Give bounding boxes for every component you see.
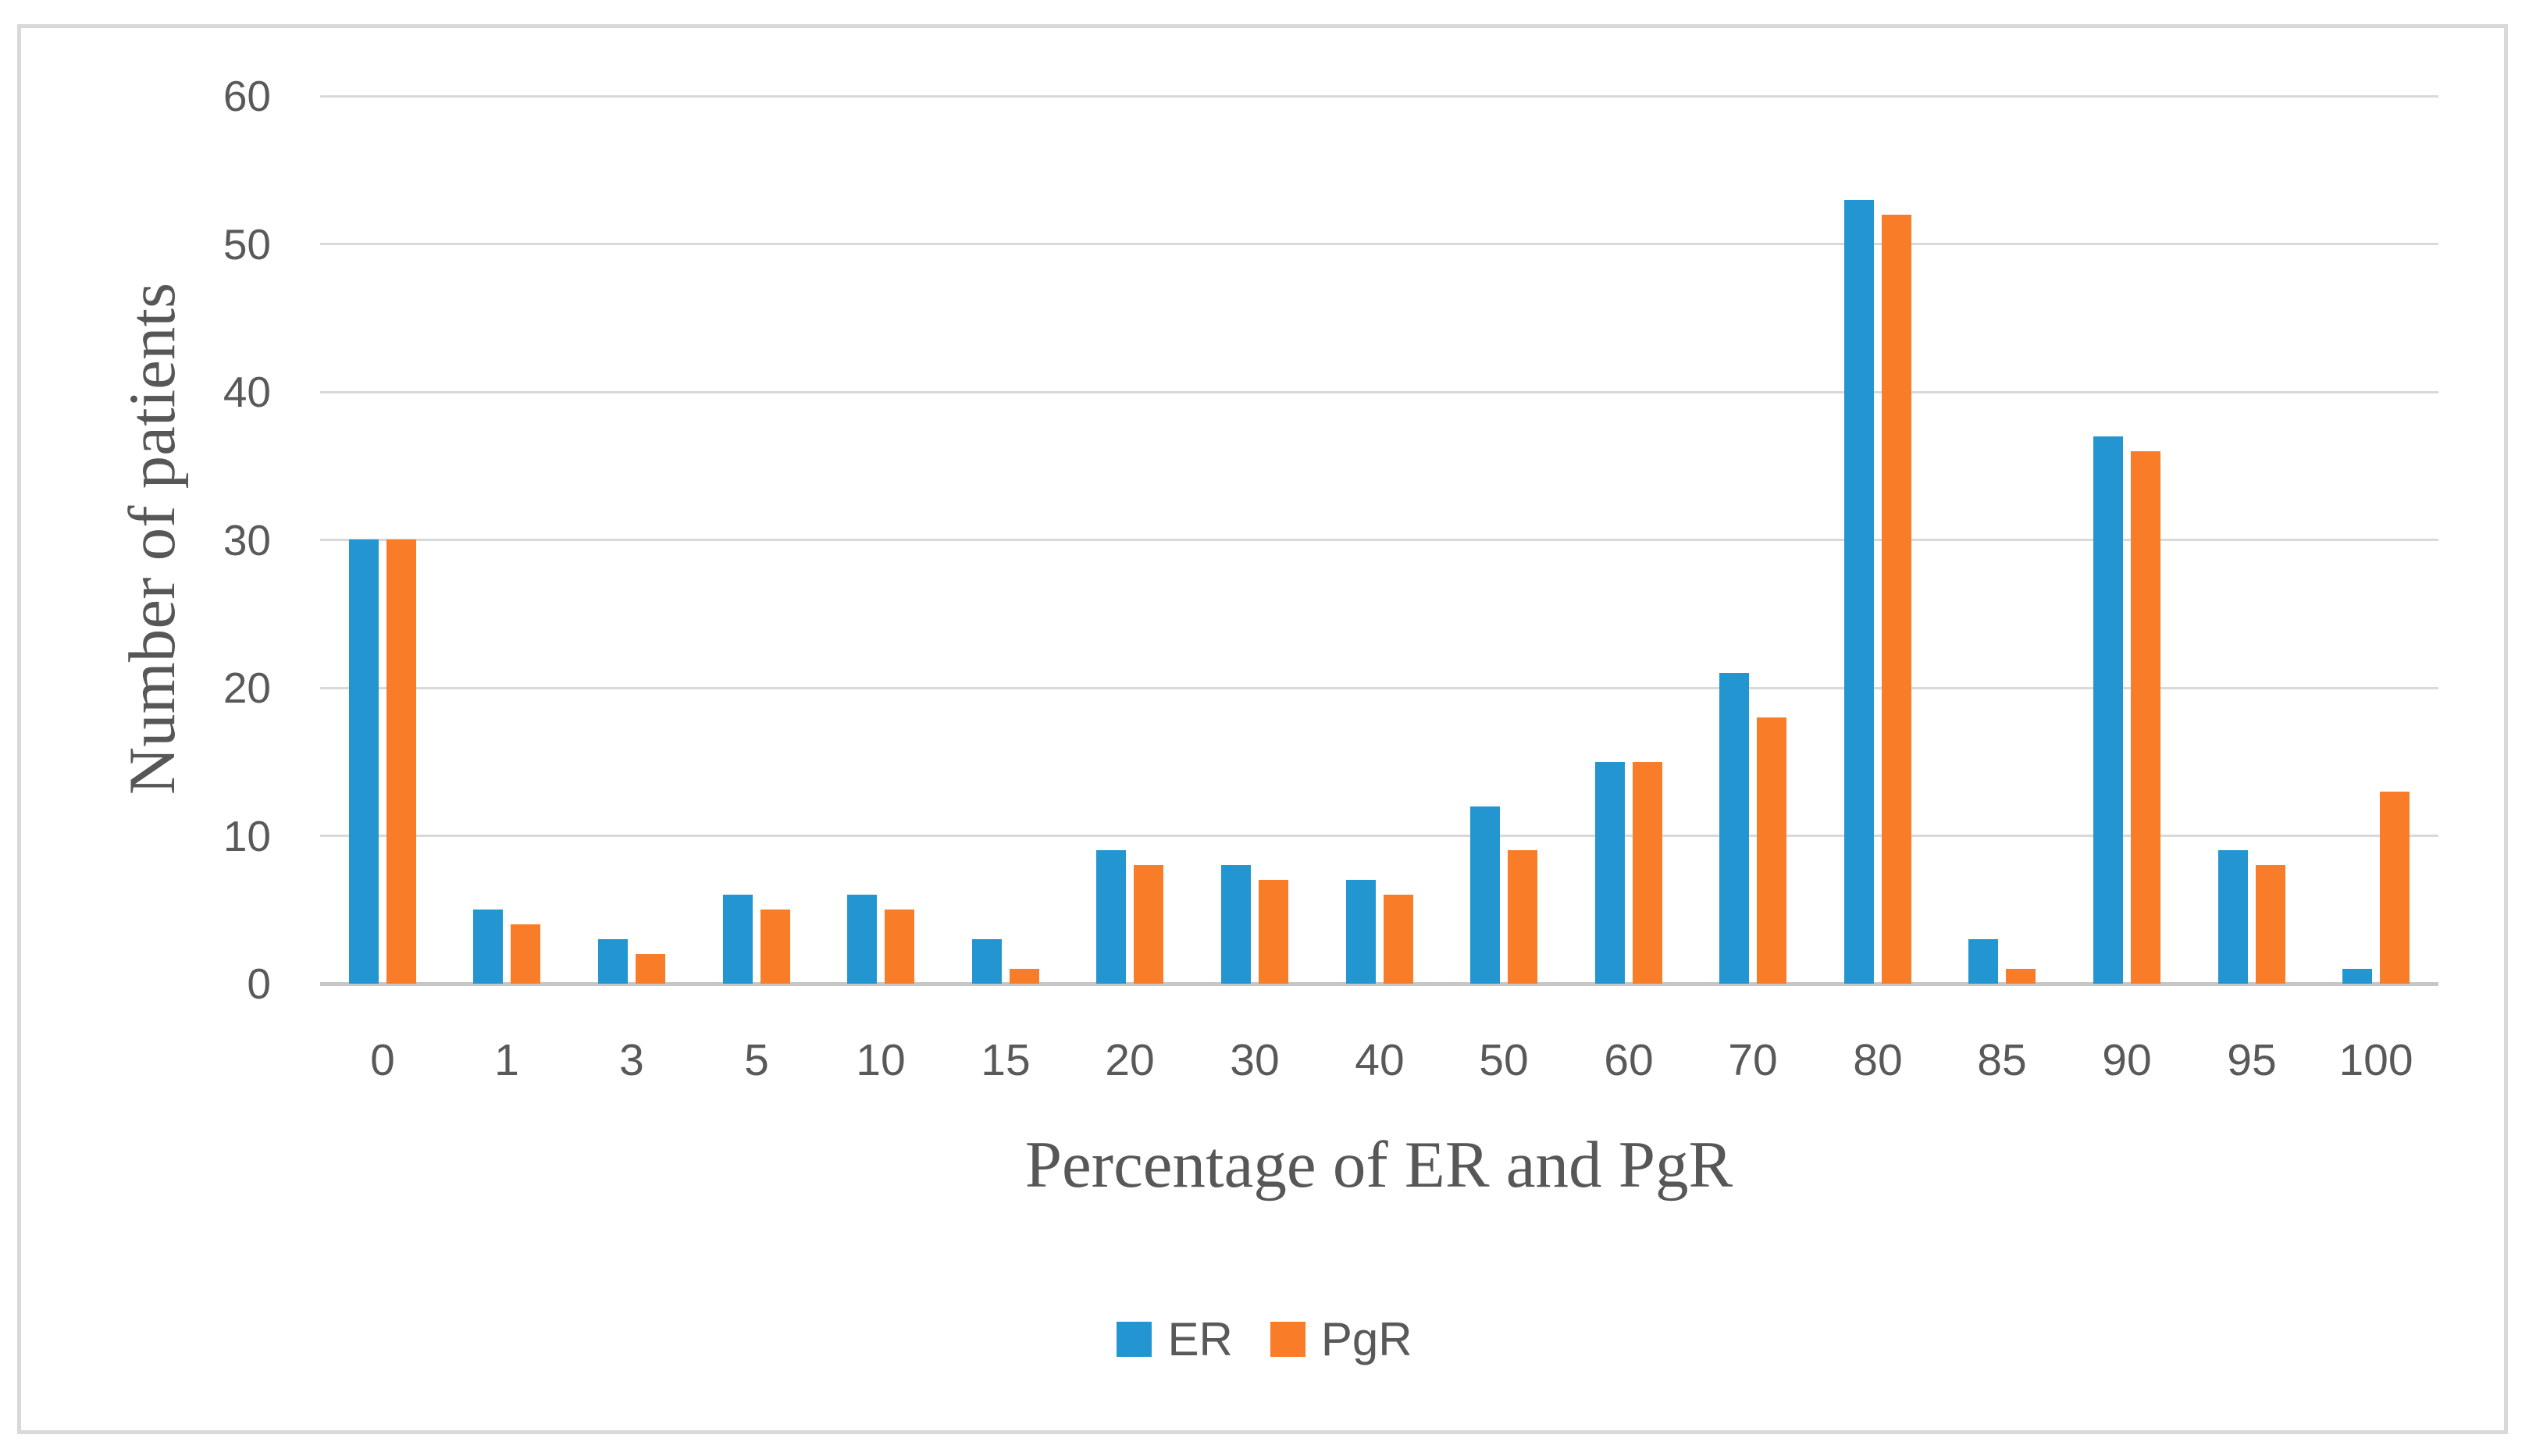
legend-item-pgr: PgR [1270, 1312, 1412, 1366]
legend-label-pgr: PgR [1320, 1312, 1412, 1365]
bar-pgr-90 [2131, 451, 2160, 984]
bar-pgr-3 [636, 954, 665, 984]
x-axis-line [320, 981, 2438, 986]
y-tick-label-50: 50 [223, 219, 271, 269]
x-tick-label-90: 90 [2102, 1035, 2152, 1085]
x-tick-label-80: 80 [1853, 1035, 1903, 1085]
x-tick-label-70: 70 [1728, 1035, 1778, 1085]
bar-pgr-30 [1259, 880, 1288, 984]
chart-border-frame [17, 24, 2508, 1434]
bar-er-5 [723, 895, 753, 984]
y-tick-label-30: 30 [223, 515, 271, 564]
y-tick-label-10: 10 [223, 811, 271, 860]
gridline-20 [320, 686, 2438, 689]
bar-pgr-0 [386, 539, 416, 984]
bar-er-10 [847, 895, 877, 984]
bar-er-60 [1595, 762, 1625, 984]
plot-area [320, 94, 2438, 986]
bar-er-30 [1221, 865, 1251, 984]
gridline-10 [320, 835, 2438, 837]
bar-er-100 [2342, 969, 2372, 984]
y-tick-label-20: 20 [223, 664, 271, 712]
gridline-60 [320, 94, 2438, 98]
bar-er-90 [2093, 436, 2123, 984]
legend-swatch-er-icon [1117, 1321, 1152, 1357]
bar-er-20 [1096, 850, 1126, 984]
bar-pgr-80 [1882, 215, 1911, 984]
bar-er-1 [473, 910, 503, 984]
y-tick-label-0: 0 [247, 959, 271, 1008]
bar-pgr-20 [1134, 865, 1163, 984]
x-tick-label-20: 20 [1105, 1035, 1155, 1085]
x-tick-label-100: 100 [2338, 1035, 2413, 1085]
x-tick-label-1: 1 [494, 1035, 519, 1085]
x-tick-label-0: 0 [370, 1035, 395, 1085]
bar-pgr-85 [2006, 969, 2036, 984]
legend-swatch-pgr-icon [1270, 1321, 1305, 1357]
x-tick-label-15: 15 [981, 1035, 1031, 1085]
bar-pgr-100 [2380, 792, 2410, 984]
bar-er-0 [349, 539, 379, 984]
bar-pgr-50 [1508, 850, 1537, 984]
bar-pgr-60 [1633, 762, 1662, 984]
legend-item-er: ER [1117, 1312, 1233, 1366]
x-tick-label-5: 5 [744, 1035, 769, 1085]
y-tick-label-60: 60 [223, 72, 271, 120]
bar-pgr-15 [1010, 969, 1039, 984]
gridline-30 [320, 539, 2438, 541]
gridline-40 [320, 390, 2438, 393]
x-axis-title: Percentage of ER and PgR [1024, 1128, 1733, 1201]
x-tick-label-50: 50 [1479, 1035, 1529, 1085]
bar-er-85 [1968, 939, 1998, 984]
bar-er-80 [1844, 200, 1874, 984]
bar-er-40 [1346, 880, 1376, 984]
bar-er-70 [1719, 673, 1749, 984]
bar-pgr-70 [1757, 717, 1786, 984]
legend: ER PgR [0, 1312, 2529, 1366]
x-tick-label-95: 95 [2227, 1035, 2277, 1085]
bar-er-50 [1470, 806, 1500, 984]
legend-label-er: ER [1167, 1312, 1233, 1365]
bar-pgr-95 [2256, 865, 2285, 984]
bar-pgr-1 [511, 924, 540, 984]
bar-er-95 [2218, 850, 2248, 984]
x-tick-label-85: 85 [1977, 1035, 2027, 1085]
x-tick-label-40: 40 [1355, 1035, 1405, 1085]
y-tick-label-40: 40 [223, 368, 271, 416]
gridline-50 [320, 243, 2438, 245]
bar-pgr-5 [760, 910, 790, 984]
bar-er-15 [972, 939, 1002, 984]
x-tick-label-3: 3 [619, 1035, 644, 1085]
x-tick-label-10: 10 [856, 1035, 906, 1085]
x-tick-label-30: 30 [1230, 1035, 1280, 1085]
bar-pgr-10 [885, 910, 914, 984]
x-tick-label-60: 60 [1604, 1035, 1654, 1085]
bar-er-3 [598, 939, 628, 984]
bar-pgr-40 [1384, 895, 1413, 984]
